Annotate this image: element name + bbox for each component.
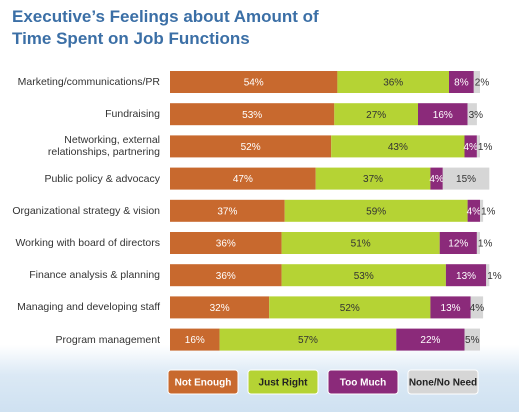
bar-segment xyxy=(337,71,449,93)
bar-segment xyxy=(439,232,477,254)
bar-segment xyxy=(430,296,471,319)
value-label: 37% xyxy=(217,206,237,217)
category-label: Working with board of directors xyxy=(15,237,160,249)
value-label: 16% xyxy=(185,335,205,346)
bar-segment xyxy=(442,167,490,190)
bar-segment xyxy=(170,232,282,254)
bar-segment xyxy=(170,199,285,222)
value-label: 13% xyxy=(456,271,476,282)
category-label: Finance analysis & planning xyxy=(29,269,160,282)
value-label: 53% xyxy=(242,110,262,121)
value-label: 52% xyxy=(241,142,261,153)
value-label: 57% xyxy=(298,335,318,346)
value-label: 4% xyxy=(467,206,482,217)
bar-segment xyxy=(219,328,397,351)
value-label: 5% xyxy=(465,335,480,346)
value-label: 8% xyxy=(454,78,469,89)
legend-swatch xyxy=(327,369,399,395)
category-label: Networking, external relationships, part… xyxy=(47,134,160,159)
bar-segment xyxy=(170,135,332,158)
value-label: 54% xyxy=(244,78,264,89)
bar-segment xyxy=(476,232,480,254)
legend-label: Too Much xyxy=(340,378,386,389)
value-label: 53% xyxy=(354,271,374,282)
legend-swatch xyxy=(167,369,239,395)
bar-segment xyxy=(445,264,487,287)
bar-segment xyxy=(480,199,484,222)
category-label: Fundraising xyxy=(105,108,160,121)
value-label: 4% xyxy=(470,303,485,314)
bar-segment xyxy=(170,296,270,319)
value-label: 32% xyxy=(210,303,230,314)
bar-segment xyxy=(170,103,335,126)
bar-segment xyxy=(418,103,468,126)
value-label: 16% xyxy=(433,110,453,121)
legend-label: Not Enough xyxy=(175,378,232,389)
legend-swatch xyxy=(407,369,479,395)
bar-segment xyxy=(470,296,484,319)
value-label: 13% xyxy=(441,303,461,314)
legend-label: Just Right xyxy=(259,378,309,389)
value-label: 36% xyxy=(216,271,236,282)
value-label: 1% xyxy=(478,142,493,153)
value-label: 59% xyxy=(366,206,386,217)
category-label: Public policy & advocacy xyxy=(44,172,160,185)
bar-segment xyxy=(430,167,443,190)
chart-title: Executive’s Feelings about Amount of Tim… xyxy=(12,7,319,48)
value-label: 51% xyxy=(351,239,371,250)
legend-label: None/No Need xyxy=(409,378,477,389)
value-label: 15% xyxy=(456,174,476,185)
bar-segment xyxy=(476,135,480,158)
bar-segment xyxy=(331,135,465,158)
value-label: 4% xyxy=(429,174,444,185)
value-label: 37% xyxy=(363,174,383,185)
bar-segment xyxy=(396,328,465,351)
bar-segment xyxy=(281,264,446,287)
bar-segment xyxy=(170,328,220,351)
value-label: 22% xyxy=(420,335,440,346)
bar-segment xyxy=(269,296,431,319)
bar-segment xyxy=(464,135,477,158)
legend-swatch xyxy=(247,369,319,395)
value-label: 43% xyxy=(388,142,408,153)
value-label: 3% xyxy=(469,110,484,121)
bar-segment xyxy=(170,71,338,93)
bar-segment xyxy=(473,71,480,93)
value-label: 12% xyxy=(448,239,468,250)
value-label: 47% xyxy=(233,174,253,185)
category-label: Organizational strategy & vision xyxy=(12,204,160,217)
bar-segment xyxy=(170,264,282,287)
bar-segment xyxy=(464,328,480,351)
bar-segment xyxy=(449,71,474,93)
category-label: Marketing/communications/PR xyxy=(17,76,160,88)
value-label: 36% xyxy=(216,239,236,250)
bar-segment xyxy=(467,199,480,222)
value-label: 27% xyxy=(366,110,386,121)
value-label: 4% xyxy=(463,142,478,153)
bar-segment xyxy=(281,232,440,254)
value-label: 1% xyxy=(487,271,502,282)
bar-segment xyxy=(315,167,431,190)
bar-segment xyxy=(284,199,468,222)
category-label: Managing and developing staff xyxy=(17,301,160,314)
value-label: 1% xyxy=(481,206,496,217)
bar-segment xyxy=(170,167,316,190)
value-label: 1% xyxy=(478,239,493,250)
bar-segment xyxy=(467,103,477,126)
value-label: 2% xyxy=(475,78,490,89)
bar-segment xyxy=(486,264,490,287)
value-label: 52% xyxy=(340,303,360,314)
value-label: 36% xyxy=(383,78,403,89)
category-label: Program management xyxy=(55,333,160,346)
bar-segment xyxy=(334,103,418,126)
